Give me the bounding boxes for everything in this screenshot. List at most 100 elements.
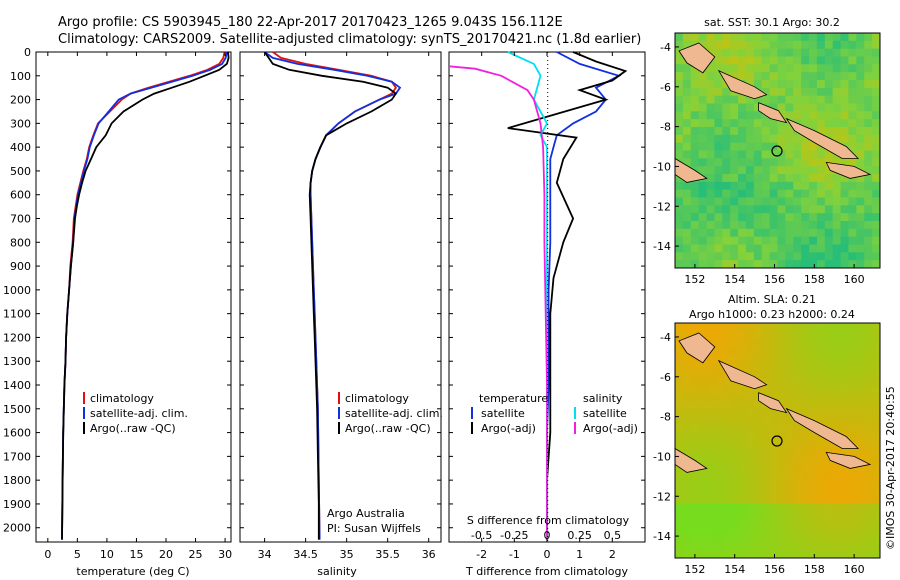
map-cell xyxy=(793,354,802,363)
map-cell xyxy=(706,252,715,261)
map-cell xyxy=(816,228,826,238)
sla-map-frame xyxy=(674,322,881,559)
map-cell xyxy=(793,495,802,504)
map-cell xyxy=(785,424,794,434)
map-cell xyxy=(840,401,849,410)
depth-tick-label: 2000 xyxy=(3,522,31,535)
map-cell xyxy=(730,119,739,128)
map-cell xyxy=(848,534,857,543)
map-cell xyxy=(714,432,723,441)
map-cell xyxy=(753,103,763,112)
map-cell xyxy=(864,550,873,559)
map-cell xyxy=(722,440,731,449)
map-cell xyxy=(761,377,771,387)
map-cell xyxy=(753,393,763,402)
map-cell xyxy=(816,221,826,230)
map-cell xyxy=(824,370,834,379)
map-cell xyxy=(761,40,771,50)
map-cell xyxy=(675,134,684,144)
map-cell xyxy=(856,417,865,426)
map-cell xyxy=(753,33,763,42)
map-cell xyxy=(738,440,747,449)
legend-title-salinity: salinity xyxy=(583,392,623,405)
map-cell xyxy=(698,362,708,371)
map-cell xyxy=(848,354,857,363)
map-cell xyxy=(753,471,763,481)
map-cell xyxy=(769,417,778,426)
map-cell xyxy=(722,448,731,457)
map-cell xyxy=(793,252,802,261)
map-cell xyxy=(761,119,771,128)
map-cell xyxy=(675,511,684,520)
map-cell xyxy=(706,205,715,214)
map-cell xyxy=(675,150,684,159)
map-cell xyxy=(824,48,834,57)
map-cell xyxy=(722,87,731,97)
map-cell xyxy=(769,464,778,473)
map-cell xyxy=(690,432,700,441)
map-cell xyxy=(714,205,723,214)
map-cell xyxy=(832,72,842,81)
map-cell xyxy=(864,40,873,50)
map-cell xyxy=(730,424,739,434)
map-cell xyxy=(698,385,708,394)
map-cell xyxy=(722,526,731,535)
map-cell xyxy=(761,213,771,222)
map-cell xyxy=(706,236,715,245)
map-cell xyxy=(753,511,763,520)
map-cell xyxy=(722,189,731,198)
map-cell xyxy=(848,33,857,42)
map-cell xyxy=(816,534,826,543)
map-cell xyxy=(745,40,755,50)
lon-tick-label: 152 xyxy=(684,273,705,286)
map-cell xyxy=(801,221,810,230)
map-cell xyxy=(682,64,692,73)
map-cell xyxy=(730,103,739,112)
depth-tick-label: 400 xyxy=(10,141,31,154)
map-cell xyxy=(864,424,873,434)
map-cell xyxy=(801,495,810,504)
map-cell xyxy=(785,244,794,253)
map-cell xyxy=(872,150,881,159)
map-cell xyxy=(675,48,684,57)
map-cell xyxy=(714,48,723,57)
map-cell xyxy=(801,409,810,418)
map-cell xyxy=(856,158,865,167)
map-cell xyxy=(824,440,834,449)
land-polygon xyxy=(825,451,872,469)
map-cell xyxy=(769,526,778,535)
map-cell xyxy=(872,526,881,535)
map-cell xyxy=(777,323,786,332)
map-cell xyxy=(722,479,731,488)
map-cell xyxy=(809,95,818,104)
map-cell xyxy=(856,432,865,441)
x-tick-label: -1 xyxy=(509,548,520,561)
map-cell xyxy=(761,228,771,238)
map-cell xyxy=(745,158,755,167)
map-cell xyxy=(816,330,826,340)
map-cell xyxy=(690,417,700,426)
map-cell xyxy=(690,205,700,214)
map-cell xyxy=(872,111,881,120)
map-cell xyxy=(864,330,873,340)
map-cell xyxy=(848,80,857,89)
map-cell xyxy=(801,228,810,238)
map-cell xyxy=(675,119,684,128)
map-cell xyxy=(682,213,692,222)
salinity-xlabel: salinity xyxy=(317,565,357,578)
map-cell xyxy=(872,401,881,410)
map-cell xyxy=(698,87,708,97)
map-cell xyxy=(706,362,715,371)
legend-label-argo: Argo(..raw -QC) xyxy=(345,422,431,435)
map-cell xyxy=(777,40,786,50)
map-cell xyxy=(777,244,786,253)
map-cell xyxy=(832,56,842,65)
map-cell xyxy=(745,362,755,371)
map-cell xyxy=(856,471,865,481)
map-cell xyxy=(864,495,873,504)
map-cell xyxy=(840,526,849,535)
map-cell xyxy=(816,205,826,214)
map-cell xyxy=(675,197,684,206)
map-cell xyxy=(801,181,810,191)
map-cell xyxy=(682,354,692,363)
